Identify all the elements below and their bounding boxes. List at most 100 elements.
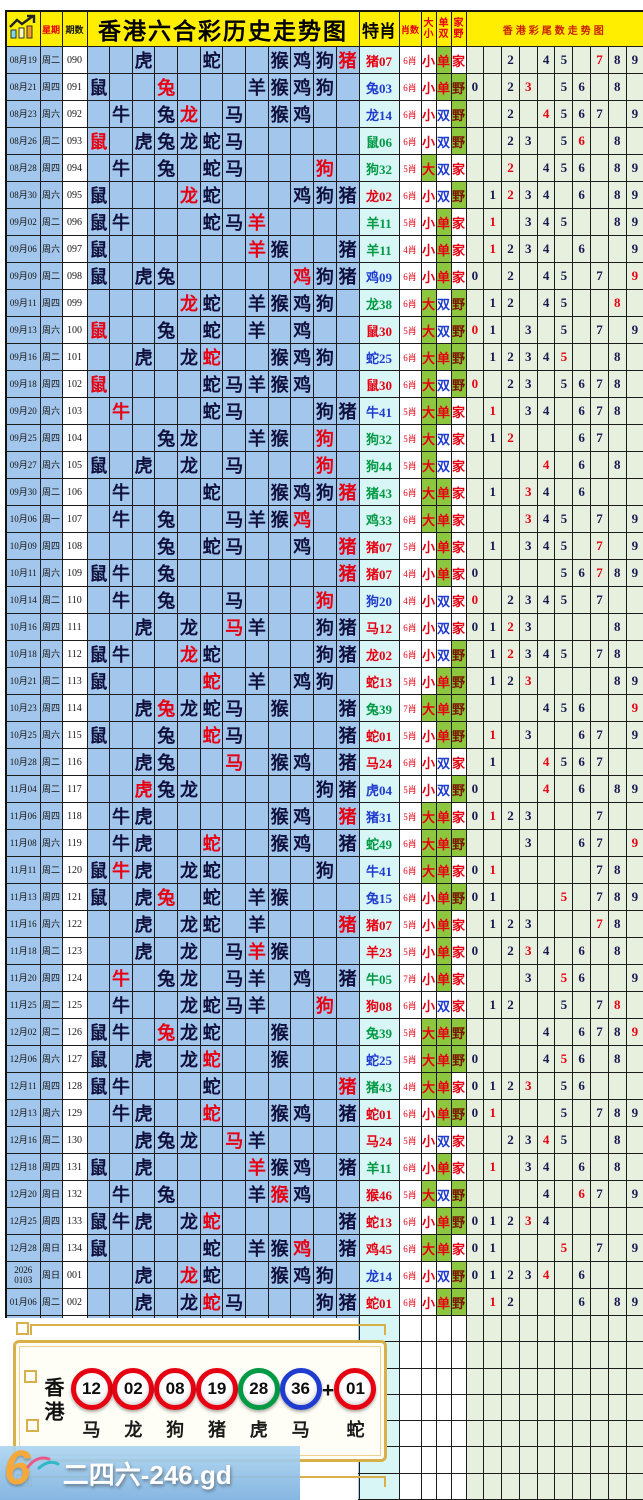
tail-cell: 0 (465, 1072, 485, 1100)
parity-cell: 单 (435, 883, 452, 911)
family-cell: 家 (450, 262, 467, 290)
tail-cell (590, 613, 609, 641)
special-zodiac-cell: 蛇49 (358, 829, 400, 857)
tail-cell: 3 (518, 505, 538, 533)
tail-cell: 3 (518, 937, 538, 965)
tail-cell (625, 424, 643, 452)
family-cell: 家 (450, 856, 467, 884)
size-cell: 小 (420, 559, 437, 587)
zodiac-cell: 马 (222, 154, 247, 182)
tail-cell (625, 1341, 643, 1369)
tail-cell: 5 (554, 991, 574, 1019)
tail-cell (536, 127, 556, 155)
tail-cell: 0 (465, 262, 485, 290)
zodiac-cell: 牛 (109, 208, 133, 236)
zodiac-cell (177, 1153, 201, 1181)
tail-cell: 8 (607, 559, 627, 587)
zodiac-cell: 猴 (267, 937, 292, 965)
draw-row: 12月06 周六 127 鼠虎龙蛇猴蛇25 5肖大单野 0 4 5 6 8 (5, 1045, 643, 1073)
zodiac-cell (154, 289, 179, 317)
date-cell: 10月18 (5, 640, 41, 668)
zodiac-cell: 猪 (335, 1288, 360, 1316)
zodiac-cell (267, 991, 292, 1019)
parity-header-bottom: 双 (438, 29, 449, 40)
zodiac-cell: 猪 (335, 559, 360, 587)
size-cell: 大 (420, 1018, 437, 1046)
family-cell: 野 (450, 1288, 467, 1316)
draw-row: 12月13 周六 129 牛虎蛇猴鸡猪蛇01 6肖小单野 0 1 5 7 8 9 (5, 1099, 643, 1127)
tail-cell (465, 964, 485, 992)
zodiac-cell (131, 532, 156, 560)
zodiac-cell: 猴 (267, 100, 292, 128)
special-zodiac-cell: 龙14 (358, 1261, 400, 1289)
tail-cell (465, 1018, 485, 1046)
zodiac-cell (109, 289, 133, 317)
tail-cell (483, 1045, 503, 1073)
tail-cell (465, 181, 485, 209)
zodiac-cell: 鸡 (290, 289, 315, 317)
tail-cell: 3 (518, 613, 538, 641)
zodiac-cell: 猴 (267, 1261, 292, 1289)
tail-cell (554, 856, 574, 884)
family-cell: 家 (450, 964, 467, 992)
period-cell: 091 (61, 73, 88, 101)
zodiac-cell (131, 73, 156, 101)
table-header: 星期 期数 香港六合彩历史走势图 特肖 肖数 大 小 单 双 家 野 香港彩尾数… (5, 10, 643, 47)
family-cell: 野 (450, 775, 467, 803)
zodiac-cell (86, 1288, 111, 1316)
zodiac-cell: 羊 (245, 937, 269, 965)
draw-row: 12月25 周四 133 鼠牛虎龙蛇猪蛇13 6肖小单野 0 1 2 3 4 (5, 1207, 643, 1235)
draw-row: 01月06 周二 002 虎龙蛇马狗猪蛇01 6肖小单野 1 2 6 8 9 (5, 1288, 643, 1316)
tail-cell: 1 (483, 613, 503, 641)
zodiac-cell: 马 (222, 694, 247, 722)
zodiac-cell: 牛 (109, 640, 133, 668)
tail-cell (536, 964, 556, 992)
date-cell: 09月20 (5, 397, 41, 425)
zodiac-cell (245, 856, 269, 884)
zodiac-cell: 蛇 (199, 532, 224, 560)
tail-cell (465, 154, 485, 182)
tail-cell (536, 73, 556, 101)
zodiac-cell (177, 802, 201, 830)
tail-cell (590, 1207, 609, 1235)
tail-cell (625, 478, 643, 506)
tail-cell (483, 1180, 503, 1208)
zodiac-cell (222, 856, 247, 884)
tail-cell (590, 1288, 609, 1316)
tail-cell: 4 (536, 235, 556, 263)
size-cell: 大 (420, 370, 437, 398)
zodiac-cell (313, 370, 337, 398)
tail-cell (501, 559, 520, 587)
tail-cell: 5 (554, 316, 574, 344)
tail-cell (554, 613, 574, 641)
zodiac-cell (245, 397, 269, 425)
parity-cell (435, 1367, 452, 1395)
zodiac-cell: 猪 (335, 397, 360, 425)
zodiac-cell: 猴 (267, 1018, 292, 1046)
period-cell: 111 (61, 613, 88, 641)
tail-cell: 2 (501, 100, 520, 128)
parity-header: 单 双 (435, 10, 452, 47)
zodiac-cell: 狗 (313, 343, 337, 371)
special-zodiac-cell: 马12 (358, 613, 400, 641)
tail-cell: 1 (483, 289, 503, 317)
special-zodiac-cell: 虎04 (358, 775, 400, 803)
tail-cell: 9 (625, 964, 643, 992)
parity-cell (435, 1314, 452, 1343)
zodiac-cell (313, 748, 337, 776)
zodiac-cell: 龙 (177, 640, 201, 668)
zodiac-cell (131, 667, 156, 695)
tail-cell (607, 1314, 627, 1343)
size-cell: 小 (420, 1099, 437, 1127)
zodiac-cell (335, 154, 360, 182)
zodiac-cell: 虎 (131, 937, 156, 965)
lottery-ball: 36 马 (279, 1368, 322, 1442)
zodiac-cell: 牛 (109, 1072, 133, 1100)
tail-cell: 2 (501, 154, 520, 182)
zodiac-cell (313, 937, 337, 965)
tail-cell (465, 910, 485, 938)
family-cell: 家 (450, 1126, 467, 1154)
special-zodiac-cell: 猪31 (358, 802, 400, 830)
period-cell: 125 (61, 991, 88, 1019)
zodiac-cell (177, 1234, 201, 1262)
